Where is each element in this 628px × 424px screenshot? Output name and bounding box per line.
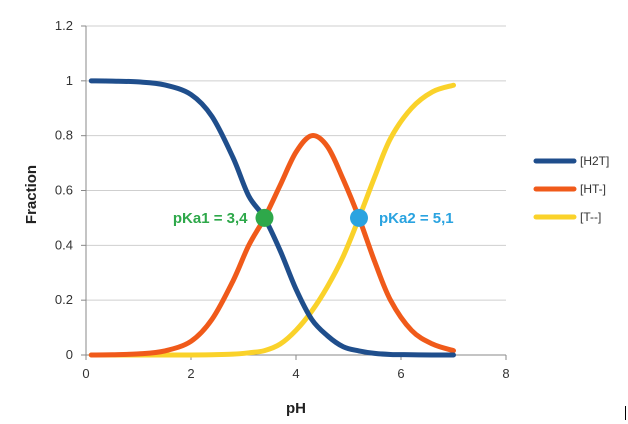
pka-label: pKa1 = 3,4 [173,210,248,227]
series-line [88,133,456,358]
y-tick-label: 0 [66,347,73,362]
series-line [88,82,456,358]
series-lines [88,78,456,358]
legend-label: [H2T] [580,154,609,168]
y-tick-label: 1 [66,73,73,88]
x-axis-title: pH [286,400,306,417]
legend-label: [T--] [580,210,601,224]
text-cursor-mark [625,406,626,420]
x-tick-label: 8 [502,366,509,381]
legend-label: [HT-] [580,182,606,196]
pka-label: pKa2 = 5,1 [379,210,454,227]
pka-marker [255,208,274,227]
y-axis-title: Fraction [23,165,40,224]
y-tick-label: 0.8 [55,128,73,143]
legend: [H2T] [HT-] [T--] [533,154,609,224]
x-tick-label: 4 [292,366,299,381]
y-tick-label: 0.4 [55,237,73,252]
grid-lines [86,25,506,301]
annotations: pKa1 = 3,4 pKa2 = 5,1 [173,208,454,227]
y-tick-label: 0.2 [55,292,73,307]
tick-labels: 0 0.2 0.4 0.6 0.8 1 1.2 0 2 4 6 8 [55,18,510,381]
x-tick-label: 2 [187,366,194,381]
y-tick-label: 1.2 [55,18,73,33]
y-tick-label: 0.6 [55,183,73,198]
series-line [88,78,456,358]
pka-marker [350,208,368,227]
x-tick-label: 6 [397,366,404,381]
x-tick-label: 0 [82,366,89,381]
